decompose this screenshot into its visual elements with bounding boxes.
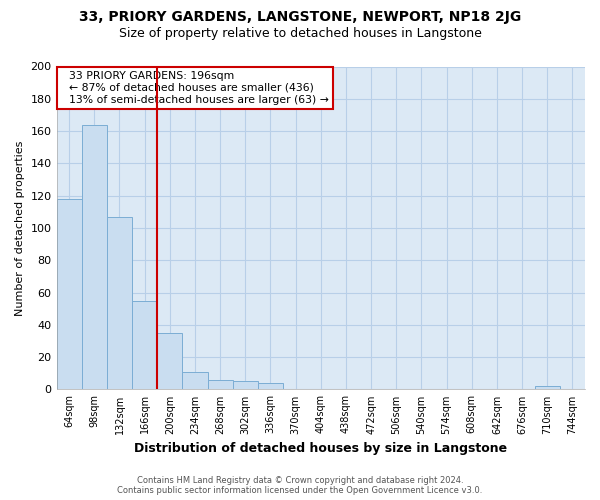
Text: 33, PRIORY GARDENS, LANGSTONE, NEWPORT, NP18 2JG: 33, PRIORY GARDENS, LANGSTONE, NEWPORT, … bbox=[79, 10, 521, 24]
Bar bbox=[157, 333, 182, 390]
Bar bbox=[132, 300, 157, 390]
Text: Contains HM Land Registry data © Crown copyright and database right 2024.
Contai: Contains HM Land Registry data © Crown c… bbox=[118, 476, 482, 495]
Bar bbox=[258, 383, 283, 390]
X-axis label: Distribution of detached houses by size in Langstone: Distribution of detached houses by size … bbox=[134, 442, 508, 455]
Bar bbox=[182, 372, 208, 390]
Bar bbox=[82, 124, 107, 390]
Bar bbox=[208, 380, 233, 390]
Text: Size of property relative to detached houses in Langstone: Size of property relative to detached ho… bbox=[119, 28, 481, 40]
Y-axis label: Number of detached properties: Number of detached properties bbox=[15, 140, 25, 316]
Text: 33 PRIORY GARDENS: 196sqm
  ← 87% of detached houses are smaller (436)
  13% of : 33 PRIORY GARDENS: 196sqm ← 87% of detac… bbox=[62, 72, 329, 104]
Bar bbox=[233, 382, 258, 390]
Bar bbox=[535, 386, 560, 390]
Bar bbox=[107, 216, 132, 390]
Bar bbox=[56, 199, 82, 390]
